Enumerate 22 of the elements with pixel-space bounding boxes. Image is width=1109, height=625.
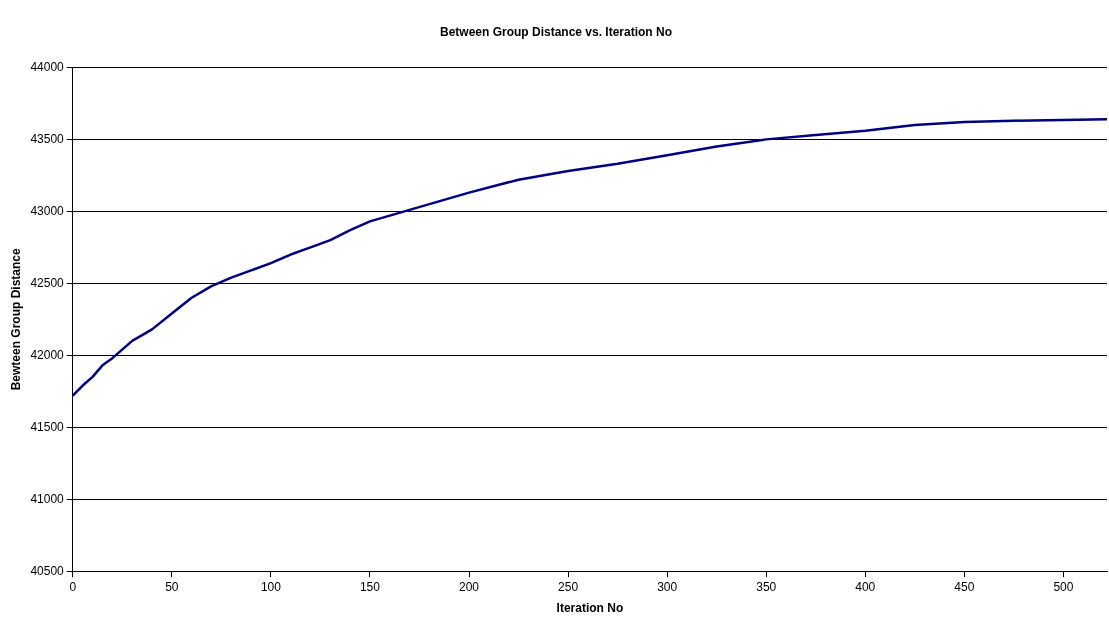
x-tick-label: 250 bbox=[558, 579, 579, 594]
y-tick-label: 43500 bbox=[30, 131, 65, 146]
y-tick-label: 40500 bbox=[30, 563, 65, 578]
x-axis-title: Iteration No bbox=[556, 601, 624, 616]
y-tick-label: 44000 bbox=[30, 59, 65, 74]
x-tick-label: 400 bbox=[855, 579, 876, 594]
y-tick-label: 41000 bbox=[30, 491, 65, 506]
x-tick-label: 450 bbox=[954, 579, 975, 594]
y-tick-label: 43000 bbox=[30, 203, 65, 218]
x-tick-label: 50 bbox=[165, 579, 179, 594]
x-tick-label: 100 bbox=[260, 579, 282, 594]
x-tick-label: 350 bbox=[756, 579, 777, 594]
x-tick-label: 150 bbox=[359, 579, 381, 594]
x-tick-label: 200 bbox=[459, 579, 480, 594]
x-tick-label: 0 bbox=[69, 579, 77, 594]
x-tick-label: 500 bbox=[1053, 579, 1074, 594]
y-axis-title: Bewteen Group Distance bbox=[8, 247, 23, 391]
y-tick-label: 42000 bbox=[30, 347, 65, 362]
y-tick-label: 42500 bbox=[30, 275, 65, 290]
chart-title: Between Group Distance vs. Iteration No bbox=[439, 24, 673, 39]
x-tick-label: 300 bbox=[657, 579, 678, 594]
y-tick-label: 41500 bbox=[30, 419, 65, 434]
